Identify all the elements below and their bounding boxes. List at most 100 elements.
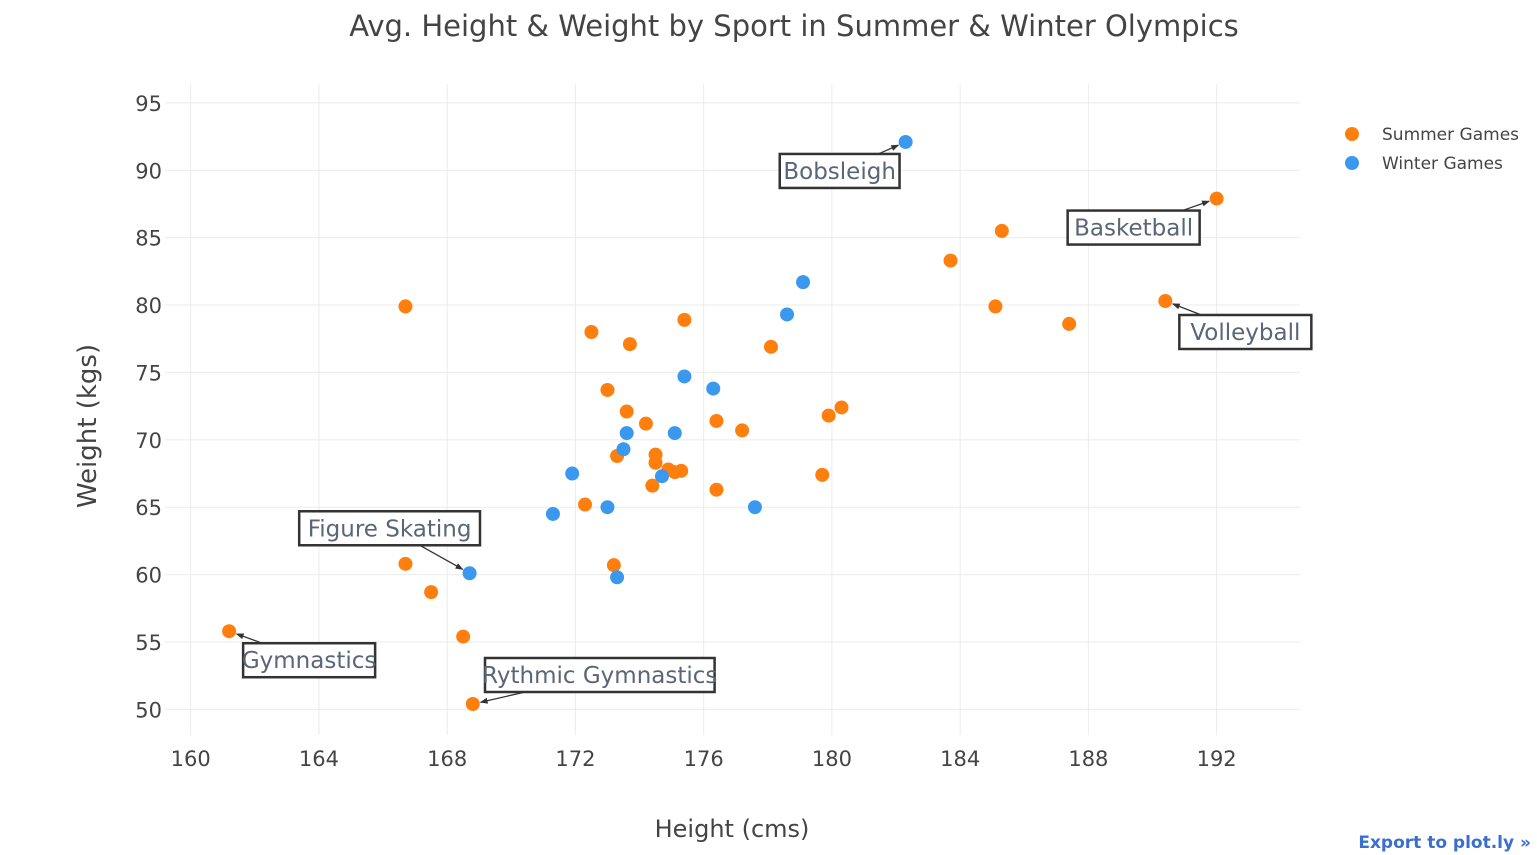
winter-games-point[interactable] bbox=[462, 566, 477, 581]
legend-item-summer-games[interactable]: Summer Games bbox=[1345, 125, 1519, 145]
summer-games-point[interactable] bbox=[398, 299, 413, 314]
x-tick-label: 168 bbox=[427, 747, 467, 771]
summer-games-point[interactable] bbox=[994, 223, 1009, 238]
y-tick-label: 65 bbox=[135, 496, 162, 520]
summer-games-point[interactable] bbox=[638, 416, 653, 431]
annotation-label: Basketball bbox=[1074, 216, 1193, 242]
x-tick-label: 180 bbox=[812, 747, 852, 771]
y-tick-label: 95 bbox=[135, 92, 162, 116]
x-axis-title: Height (cms) bbox=[655, 815, 810, 843]
annotation-label: Bobsleigh bbox=[783, 159, 896, 185]
annotation-box bbox=[297, 510, 482, 547]
summer-games-point[interactable] bbox=[606, 558, 621, 573]
winter-games-point[interactable] bbox=[619, 426, 634, 441]
y-tick-label: 60 bbox=[135, 564, 162, 588]
summer-games-point[interactable] bbox=[398, 556, 413, 571]
annotation-arrow bbox=[419, 544, 464, 570]
y-tick-label: 50 bbox=[135, 698, 162, 722]
annotation-box bbox=[1066, 209, 1201, 246]
annotation-arrow bbox=[1171, 303, 1202, 316]
annotation-arrow bbox=[878, 144, 900, 155]
annotation-arrow bbox=[479, 691, 526, 704]
winter-games-point[interactable] bbox=[747, 500, 762, 515]
y-tick-label: 80 bbox=[135, 294, 162, 318]
summer-games-point[interactable] bbox=[648, 447, 663, 462]
winter-games-point[interactable] bbox=[677, 369, 692, 384]
x-tick-label: 160 bbox=[171, 747, 211, 771]
winter-games-point[interactable] bbox=[600, 500, 615, 515]
annotation-label: Rythmic Gymnastics bbox=[482, 663, 717, 689]
annotation-arrow bbox=[1182, 200, 1211, 212]
annotation-arrow bbox=[235, 633, 263, 644]
legend-item-winter-games[interactable]: Winter Games bbox=[1345, 154, 1503, 174]
summer-games-point[interactable] bbox=[821, 408, 836, 423]
summer-games-point[interactable] bbox=[763, 339, 778, 354]
summer-games-point[interactable] bbox=[584, 325, 599, 339]
annotation-box bbox=[778, 152, 901, 190]
summer-games-point[interactable] bbox=[677, 312, 692, 327]
summer-games-point[interactable] bbox=[943, 253, 958, 268]
summer-games-point[interactable] bbox=[619, 404, 634, 419]
annotation-box bbox=[483, 656, 716, 694]
y-tick-label: 55 bbox=[135, 631, 162, 655]
winter-games-point[interactable] bbox=[610, 570, 625, 585]
legend: Summer Games Winter Games bbox=[1345, 125, 1519, 174]
summer-games-point[interactable] bbox=[1062, 316, 1077, 331]
summer-games-point[interactable] bbox=[1158, 294, 1173, 308]
annotations: Bobsleigh Basketball Volleyball Figure Skat… bbox=[235, 144, 1313, 704]
annotation: Rythmic Gymnastics bbox=[479, 656, 717, 704]
summer-games-point[interactable] bbox=[424, 585, 439, 600]
annotation: Bobsleigh bbox=[778, 144, 901, 190]
x-tick-label: 192 bbox=[1197, 747, 1237, 771]
legend-label: Winter Games bbox=[1382, 154, 1503, 174]
summer-games-point[interactable] bbox=[709, 413, 724, 428]
legend-marker bbox=[1345, 127, 1359, 141]
grid bbox=[165, 84, 1300, 735]
winter-games-point[interactable] bbox=[654, 469, 669, 484]
winter-games-point[interactable] bbox=[545, 506, 560, 521]
y-axis-title: Weight (kgs) bbox=[73, 344, 103, 508]
winter-games-point[interactable] bbox=[667, 426, 682, 441]
winter-games-point[interactable] bbox=[616, 442, 631, 457]
legend-marker bbox=[1345, 156, 1359, 170]
export-to-plotly-link[interactable]: Export to plot.ly » bbox=[1358, 833, 1531, 853]
summer-games-point[interactable] bbox=[578, 497, 593, 512]
summer-games-point[interactable] bbox=[456, 629, 471, 644]
summer-games-point[interactable] bbox=[600, 382, 615, 397]
annotation: Figure Skating bbox=[297, 510, 482, 570]
summer-games-point[interactable] bbox=[735, 423, 750, 438]
annotation: Basketball bbox=[1066, 200, 1211, 246]
axis-ticks: 160 164 168 172 176 180 184 188 192 50 55 60 65 70 75 8… bbox=[135, 92, 1236, 771]
annotation-label: Gymnastics bbox=[242, 648, 377, 674]
summer-games-point[interactable] bbox=[709, 482, 724, 497]
winter-games-point[interactable] bbox=[898, 134, 913, 149]
x-tick-label: 176 bbox=[684, 747, 724, 771]
y-tick-label: 85 bbox=[135, 227, 162, 251]
summer-games-point[interactable] bbox=[222, 624, 237, 639]
y-tick-label: 90 bbox=[135, 159, 162, 183]
winter-games-point[interactable] bbox=[706, 381, 721, 396]
summer-games-point[interactable] bbox=[645, 478, 660, 493]
summer-games-point[interactable] bbox=[988, 299, 1003, 314]
x-tick-label: 188 bbox=[1068, 747, 1108, 771]
summer-games-point[interactable] bbox=[622, 337, 637, 352]
summer-games-point[interactable] bbox=[674, 463, 689, 478]
summer-games-point[interactable] bbox=[465, 697, 480, 711]
summer-games-point[interactable] bbox=[815, 467, 830, 482]
annotation-box bbox=[1178, 313, 1313, 351]
x-tick-label: 184 bbox=[940, 747, 980, 771]
legend-label: Summer Games bbox=[1382, 125, 1519, 145]
summer-games-point[interactable] bbox=[1209, 191, 1224, 206]
annotation-box bbox=[241, 641, 377, 679]
data-points bbox=[222, 134, 1224, 711]
chart-title: Avg. Height & Weight by Sport in Summer … bbox=[349, 9, 1239, 43]
annotation: Volleyball bbox=[1171, 303, 1313, 351]
annotation-label: Volleyball bbox=[1190, 320, 1300, 346]
x-tick-label: 172 bbox=[555, 747, 595, 771]
winter-games-point[interactable] bbox=[796, 275, 811, 290]
summer-games-point[interactable] bbox=[834, 400, 849, 415]
winter-games-point[interactable] bbox=[780, 307, 795, 322]
winter-games-point[interactable] bbox=[565, 466, 580, 481]
annotation-label: Figure Skating bbox=[308, 516, 472, 542]
